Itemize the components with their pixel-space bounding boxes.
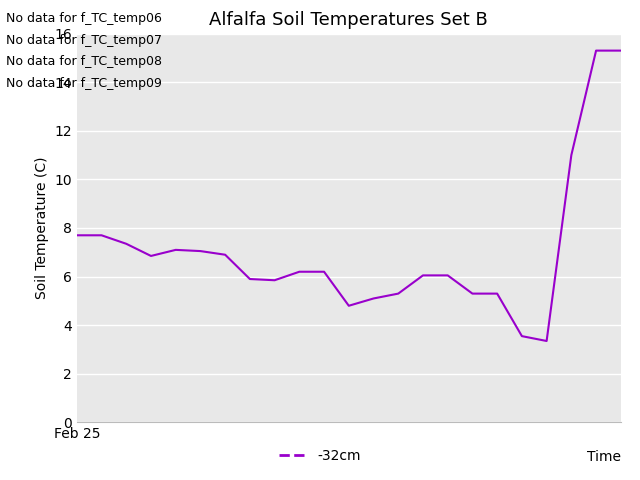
Text: No data for f_TC_temp09: No data for f_TC_temp09 (6, 77, 163, 90)
Legend: -32cm: -32cm (273, 443, 367, 468)
Text: No data for f_TC_temp08: No data for f_TC_temp08 (6, 55, 163, 68)
Text: No data for f_TC_temp07: No data for f_TC_temp07 (6, 34, 163, 47)
Y-axis label: Soil Temperature (C): Soil Temperature (C) (35, 157, 49, 299)
Title: Alfalfa Soil Temperatures Set B: Alfalfa Soil Temperatures Set B (209, 11, 488, 29)
Text: Time: Time (587, 450, 621, 464)
Text: No data for f_TC_temp06: No data for f_TC_temp06 (6, 12, 163, 25)
